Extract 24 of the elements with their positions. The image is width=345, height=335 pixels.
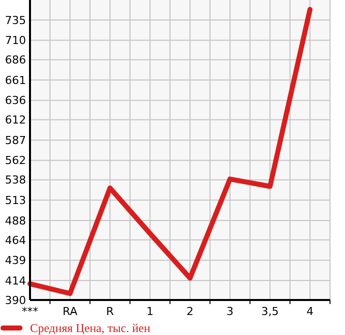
x-tick-label: *** xyxy=(22,305,39,318)
y-tick-label: 661 xyxy=(5,74,26,87)
y-tick-label: 538 xyxy=(5,174,26,187)
y-tick-label: 686 xyxy=(5,54,26,67)
y-tick-label: 464 xyxy=(5,234,26,247)
y-tick-label: 439 xyxy=(5,254,26,268)
x-tick-label: 2 xyxy=(186,305,194,318)
y-tick-label: 488 xyxy=(5,214,26,228)
y-tick-label: 735 xyxy=(5,14,26,27)
x-tick-label: 3 xyxy=(226,305,234,318)
y-tick-label: 710 xyxy=(5,34,26,48)
x-tick-label: 1 xyxy=(146,305,154,318)
y-tick-label: 390 xyxy=(5,294,26,307)
y-tick-label: 612 xyxy=(5,114,26,127)
x-tick-label: 3,5 xyxy=(261,305,279,318)
y-tick-label: 562 xyxy=(5,154,26,168)
x-tick-label: RA xyxy=(62,305,78,318)
x-tick-label: 4 xyxy=(306,305,314,318)
legend-label: Средняя Цена, тыс. йен xyxy=(30,321,151,335)
y-tick-label: 587 xyxy=(5,134,26,147)
y-tick-label: 414 xyxy=(5,274,26,288)
y-tick-label: 513 xyxy=(5,194,26,208)
x-tick-label: R xyxy=(106,305,114,318)
y-tick-label: 636 xyxy=(5,94,26,108)
